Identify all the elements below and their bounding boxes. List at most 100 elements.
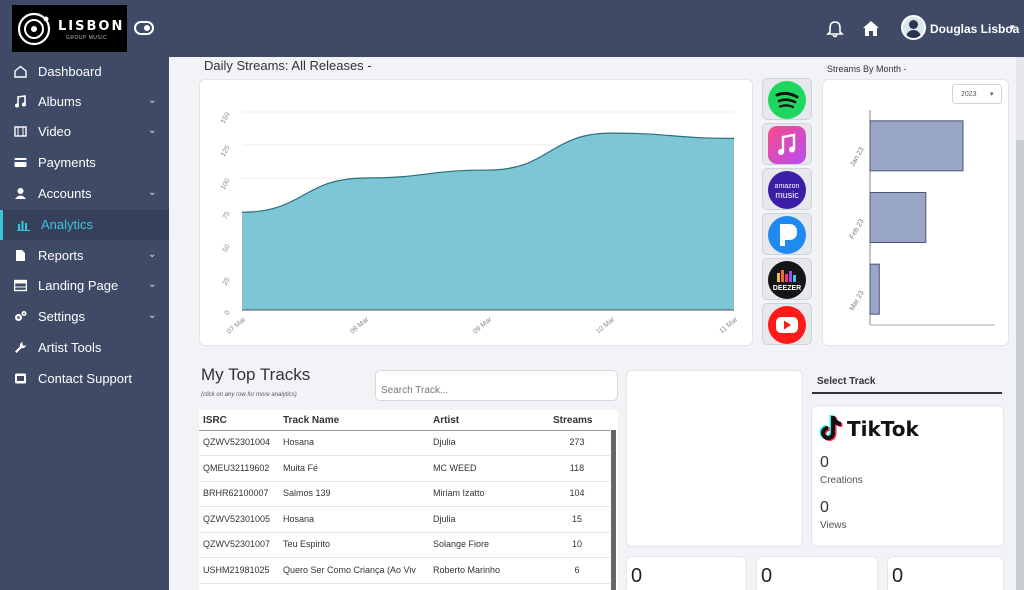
platform-apple-music[interactable] (762, 123, 812, 165)
table-header: ISRC Track Name Artist Streams (199, 410, 610, 431)
daily-streams-card: 0 25 50 75 100 125 150 07 Mar 08 Mar 09 Mar 10 Mar… (199, 79, 753, 346)
views-value: 0 (820, 499, 829, 516)
svg-text:music: music (775, 190, 799, 200)
platform-pandora[interactable] (762, 213, 812, 255)
music-note-icon (15, 95, 26, 108)
chevron-down-icon[interactable]: ▾ (1010, 22, 1015, 32)
cell-isrc: BRHR62100007 (203, 488, 269, 498)
x-tick-label: 10 Mar (595, 316, 617, 336)
cell-streams: 104 (569, 488, 585, 498)
file-icon (16, 250, 25, 261)
stat-card: 0 (756, 556, 878, 590)
stat-value: 0 (631, 565, 643, 587)
y-tick-label: 50 (222, 243, 232, 253)
table-row[interactable]: QZWV52301005 Hosana Djulia 15 (199, 507, 610, 533)
cell-track-name: Quero Ser Como Criança (Ao Viv (283, 565, 416, 575)
chevron-down-icon: ⌄ (148, 125, 157, 136)
year-select[interactable]: 2023 ▾ (952, 84, 1002, 104)
chevron-down-icon: ⌄ (148, 310, 157, 321)
sidebar: Dashboard Albums ⌄ Video ⌄ Payments Acco… (0, 57, 169, 590)
cell-artist: Djulia (433, 514, 456, 524)
top-tracks-table: ISRC Track Name Artist Streams QZWV52301… (199, 410, 618, 590)
platform-deezer[interactable]: DEEZER (762, 258, 812, 300)
table-row[interactable]: QMEU32119602 Muita Fé MC WEED 118 (199, 456, 610, 482)
top-bar: LISBON GROUP MUSIC Douglas Lisboa ▾ (0, 0, 1024, 57)
table-row[interactable]: QZWV52301004 Hosana Djulia 273 (199, 430, 610, 456)
sidebar-item-dashboard[interactable]: Dashboard (0, 57, 169, 87)
svg-text:amazon: amazon (775, 183, 800, 190)
wrench-icon (15, 342, 26, 353)
sidebar-item-label: Contact Support (38, 371, 132, 386)
select-track-divider (812, 392, 1002, 394)
caret-down-icon: ▾ (990, 91, 994, 98)
cell-track-name: Teu Espirito (283, 539, 331, 549)
column-header-isrc[interactable]: ISRC (203, 415, 227, 426)
bell-icon[interactable] (826, 20, 844, 38)
film-icon (14, 126, 27, 137)
cell-track-name: Hosana (283, 514, 315, 524)
cell-streams: 6 (574, 565, 580, 575)
platform-youtube[interactable] (762, 303, 812, 345)
month-bar[interactable] (869, 120, 964, 172)
column-header-streams[interactable]: Streams (553, 415, 593, 426)
sidebar-item-payments[interactable]: Payments (0, 148, 169, 178)
cell-streams: 10 (571, 539, 582, 549)
svg-text:DEEZER: DEEZER (773, 285, 801, 292)
platform-amazon-music[interactable]: amazon music (762, 168, 812, 210)
y-tick-label: 125 (220, 144, 232, 158)
empty-panel (626, 370, 803, 547)
cell-isrc: USHM21981025 (203, 565, 270, 575)
sidebar-item-label: Albums (38, 94, 82, 109)
home-icon[interactable] (862, 20, 880, 37)
table-row[interactable]: BRHR62100007 Salmos 139 Miriam Izatto 10… (199, 481, 610, 507)
tiktok-icon (819, 415, 843, 441)
column-header-track-name[interactable]: Track Name (283, 415, 340, 426)
table-row[interactable]: QZWV52301007 Teu Espirito Solange Fiore … (199, 532, 610, 558)
page-scroll-track (1016, 57, 1024, 140)
sidebar-item-accounts[interactable]: Accounts ⌄ (0, 179, 169, 209)
top-tracks-hint: (click on any row for more analytics) (201, 392, 297, 398)
sidebar-item-label: Dashboard (38, 64, 102, 79)
x-tick-label: 08 Mar (349, 316, 371, 336)
page-scrollbar[interactable] (1016, 140, 1024, 590)
user-name[interactable]: Douglas Lisboa (930, 22, 1020, 36)
sidebar-item-contact-support[interactable]: Contact Support (0, 364, 169, 394)
month-label: Feb 23 (849, 218, 866, 240)
chevron-down-icon: ⌄ (148, 279, 157, 290)
brand-logo[interactable]: LISBON GROUP MUSIC (12, 5, 127, 52)
table-icon (14, 279, 27, 292)
sidebar-item-label: Accounts (38, 186, 92, 201)
spotify-icon (768, 81, 806, 119)
y-tick-label: 0 (224, 309, 232, 316)
sidebar-item-settings[interactable]: Settings ⌄ (0, 302, 169, 332)
cell-track-name: Salmos 139 (283, 488, 331, 498)
y-tick-label: 25 (222, 276, 232, 286)
youtube-icon (768, 306, 806, 344)
sidebar-item-label: Payments (38, 155, 96, 170)
month-bar[interactable] (869, 192, 927, 243)
y-tick-label: 100 (220, 177, 232, 191)
tiktok-card: TikTok 0 Creations 0 Views (811, 405, 1004, 547)
home-outline-icon (14, 65, 27, 78)
chevron-down-icon: ⌄ (148, 95, 157, 106)
sidebar-item-label: Reports (38, 248, 84, 263)
y-tick-label: 75 (222, 210, 232, 220)
sidebar-item-video[interactable]: Video ⌄ (0, 117, 169, 147)
sidebar-item-albums[interactable]: Albums ⌄ (0, 87, 169, 117)
user-avatar[interactable] (901, 15, 926, 40)
sidebar-toggle-icon[interactable] (134, 21, 154, 35)
bar-chart-icon (17, 221, 30, 231)
sidebar-item-landing-page[interactable]: Landing Page ⌄ (0, 271, 169, 301)
sidebar-item-label: Settings (38, 309, 85, 324)
sidebar-item-analytics[interactable]: Analytics (0, 210, 169, 240)
year-select-value: 2023 (961, 91, 977, 98)
search-track-input[interactable] (375, 370, 618, 401)
sidebar-item-reports[interactable]: Reports ⌄ (0, 241, 169, 271)
sidebar-item-artist-tools[interactable]: Artist Tools (0, 333, 169, 363)
cell-streams: 118 (569, 463, 585, 473)
column-header-artist[interactable]: Artist (433, 415, 460, 426)
table-row[interactable]: USHM21981025 Quero Ser Como Criança (Ao … (199, 558, 610, 584)
table-scrollbar[interactable] (611, 430, 616, 590)
platform-spotify[interactable] (762, 78, 812, 120)
month-bar[interactable] (869, 263, 880, 315)
